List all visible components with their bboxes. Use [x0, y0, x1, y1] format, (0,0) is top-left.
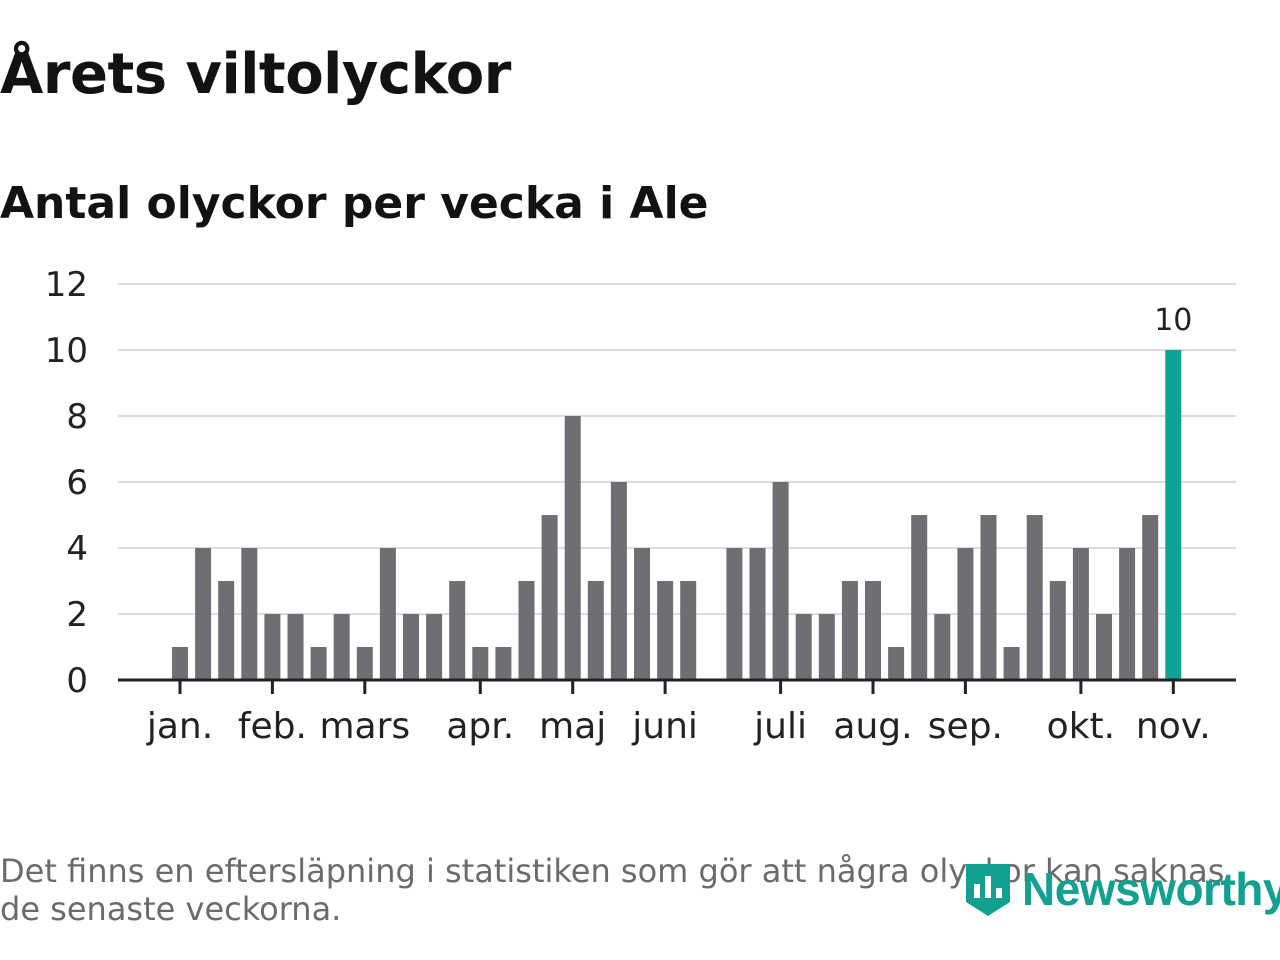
- y-tick-label: 8: [66, 397, 88, 437]
- bar: [172, 647, 188, 680]
- bar: [241, 548, 258, 680]
- bar: [634, 548, 650, 680]
- bar: [610, 482, 627, 680]
- bar: [426, 614, 443, 680]
- x-tick-label: apr.: [446, 706, 514, 747]
- bar: [356, 647, 373, 680]
- bar: [403, 614, 419, 680]
- bar: [772, 482, 789, 680]
- bar: [680, 581, 697, 680]
- bar: [495, 647, 512, 680]
- y-tick-label: 6: [66, 463, 88, 503]
- bar: [841, 581, 858, 680]
- bar: [541, 515, 558, 680]
- bar: [957, 548, 974, 680]
- data-label: 10: [1154, 303, 1192, 338]
- bar: [195, 548, 212, 680]
- bar: [1119, 548, 1136, 680]
- brand-name: Newsworthy: [1022, 863, 1280, 915]
- y-tick-label: 4: [66, 529, 88, 569]
- bar-chart: 0 2 4 6 8 10 12 10 jan. feb. mars apr. maj juni juli au…: [45, 265, 1236, 747]
- bar: [310, 647, 327, 680]
- bar-highlight: [1165, 350, 1182, 680]
- bar: [865, 581, 881, 680]
- bar: [449, 581, 466, 680]
- bar: [587, 581, 604, 680]
- x-tick-label: aug.: [833, 706, 912, 747]
- bar: [564, 416, 581, 680]
- x-tick-label: juli: [753, 706, 807, 747]
- x-tick-label: maj: [539, 706, 606, 747]
- bar: [726, 548, 743, 680]
- bar: [518, 581, 535, 680]
- x-tick-label: nov.: [1136, 706, 1211, 747]
- bar: [888, 647, 905, 680]
- bar: [218, 581, 235, 680]
- bar: [1049, 581, 1066, 680]
- bar: [1072, 548, 1089, 680]
- bar: [1096, 614, 1112, 680]
- footnote: Det finns en eftersläpning i statistiken…: [0, 852, 1225, 928]
- bar: [818, 614, 835, 680]
- bar: [1026, 515, 1043, 680]
- x-tick-label: juni: [631, 706, 698, 747]
- y-tick-label: 12: [45, 265, 88, 305]
- bar: [795, 614, 812, 680]
- chart-title: Årets viltolyckor: [0, 42, 511, 107]
- bar: [287, 614, 304, 680]
- x-tick-label: mars: [319, 706, 410, 747]
- bar: [980, 515, 997, 680]
- bar: [379, 548, 396, 680]
- x-tick-label: sep.: [928, 706, 1003, 747]
- bar: [1142, 515, 1159, 680]
- bar: [934, 614, 951, 680]
- bar: [333, 614, 350, 680]
- x-tick-label: okt.: [1047, 706, 1115, 747]
- x-tick-label: feb.: [238, 706, 307, 747]
- newsworthy-logo-icon: [966, 864, 1010, 916]
- chart-subtitle: Antal olyckor per vecka i Ale: [0, 178, 709, 229]
- bar: [657, 581, 674, 680]
- y-tick-label: 0: [66, 661, 88, 701]
- bar: [911, 515, 928, 680]
- y-tick-label: 10: [45, 331, 88, 371]
- bar: [264, 614, 281, 680]
- bar: [472, 647, 489, 680]
- bar: [1003, 647, 1020, 680]
- x-tick-label: jan.: [146, 706, 213, 747]
- bar: [749, 548, 766, 680]
- y-tick-label: 2: [66, 595, 88, 635]
- newsworthy-logo: Newsworthy: [962, 858, 1280, 920]
